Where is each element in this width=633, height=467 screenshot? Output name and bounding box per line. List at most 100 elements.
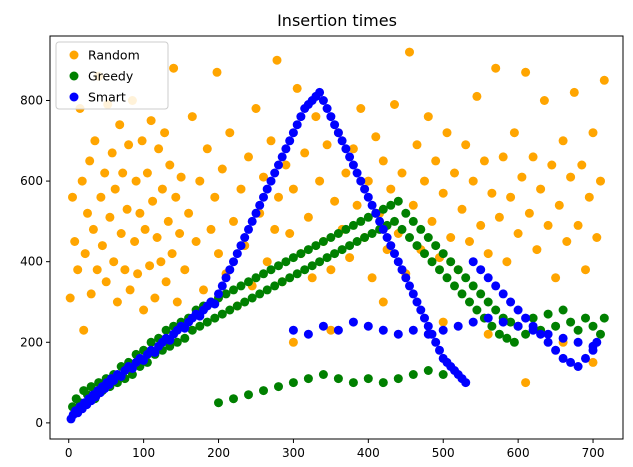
smart-point — [318, 321, 328, 331]
greedy-point — [378, 378, 388, 388]
smart-point — [468, 317, 478, 327]
greedy-point — [356, 216, 366, 226]
greedy-point — [315, 257, 325, 267]
smart-point — [375, 216, 385, 226]
smart-point — [408, 289, 418, 299]
greedy-point — [472, 305, 482, 315]
smart-point — [371, 208, 381, 218]
random-point — [274, 192, 283, 202]
greedy-point — [318, 370, 328, 379]
random-point — [142, 168, 152, 178]
smart-point — [420, 313, 429, 323]
greedy-point — [390, 216, 399, 226]
random-point — [70, 237, 80, 246]
random-point — [77, 176, 87, 186]
smart-point — [277, 152, 287, 162]
random-point — [80, 249, 90, 259]
random-point — [112, 297, 122, 307]
random-point — [118, 168, 128, 178]
x-tick-label: 0 — [65, 446, 73, 460]
random-point — [90, 136, 100, 146]
smart-point — [423, 329, 433, 339]
plot-points — [65, 47, 609, 424]
smart-point — [251, 208, 261, 218]
smart-point — [386, 241, 396, 251]
smart-point — [506, 297, 516, 307]
random-point — [150, 293, 160, 303]
random-point — [378, 297, 388, 307]
greedy-point — [303, 374, 313, 384]
greedy-point — [551, 321, 561, 331]
smart-point — [521, 313, 531, 323]
greedy-point — [281, 257, 291, 267]
greedy-point — [244, 277, 253, 287]
smart-point — [431, 337, 441, 347]
random-point — [438, 188, 448, 198]
x-tick-label: 600 — [507, 446, 530, 460]
random-point — [562, 237, 572, 246]
random-point — [125, 285, 135, 295]
greedy-point — [427, 257, 437, 267]
random-point — [131, 176, 141, 186]
greedy-point — [528, 313, 538, 323]
random-point — [303, 212, 313, 222]
random-point — [577, 160, 587, 170]
smart-point — [416, 305, 426, 315]
greedy-point — [521, 329, 531, 339]
random-point — [68, 192, 77, 202]
greedy-point — [483, 297, 493, 307]
greedy-point — [378, 204, 388, 214]
x-axis: 0 100 200 300 400 500 600 700 — [65, 439, 604, 460]
random-point — [288, 337, 298, 347]
greedy-point — [333, 374, 343, 384]
random-point — [554, 200, 564, 210]
random-point — [210, 192, 220, 202]
greedy-point — [195, 321, 205, 331]
random-point — [558, 136, 568, 146]
x-tick-label: 200 — [207, 446, 230, 460]
random-point — [169, 63, 179, 73]
random-point — [506, 192, 516, 202]
smart-point — [393, 329, 403, 339]
random-point — [172, 297, 182, 307]
random-point — [288, 184, 298, 194]
smart-point — [401, 273, 411, 283]
random-point — [498, 152, 508, 162]
greedy-point — [397, 224, 407, 234]
smart-point — [229, 257, 238, 267]
random-point — [461, 140, 471, 150]
random-point — [229, 216, 238, 226]
smart-point — [378, 325, 388, 335]
random-point — [259, 172, 268, 182]
greedy-point — [363, 212, 373, 222]
greedy-point — [277, 277, 287, 287]
greedy-point — [274, 261, 283, 271]
smart-point — [543, 329, 553, 339]
random-point — [206, 224, 216, 234]
random-point — [479, 156, 489, 166]
random-point — [191, 237, 201, 246]
random-point — [517, 172, 527, 182]
smart-point — [214, 289, 223, 299]
greedy-point — [288, 378, 298, 388]
greedy-point — [435, 265, 444, 275]
smart-point — [247, 216, 257, 226]
smart-point — [303, 329, 313, 339]
greedy-point — [311, 241, 321, 251]
greedy-point — [172, 337, 182, 347]
random-point — [483, 329, 493, 339]
random-point — [73, 265, 83, 275]
random-point — [363, 176, 373, 186]
greedy-point — [326, 233, 336, 242]
smart-point — [274, 160, 283, 170]
greedy-point — [251, 273, 261, 283]
random-point — [124, 140, 134, 150]
random-point — [270, 224, 280, 234]
smart-point — [232, 249, 242, 259]
axes-frame — [49, 35, 624, 440]
random-point — [427, 216, 437, 226]
smart-point — [330, 120, 340, 130]
smart-point — [288, 128, 298, 138]
random-point — [272, 55, 282, 65]
x-tick-label: 300 — [282, 446, 305, 460]
